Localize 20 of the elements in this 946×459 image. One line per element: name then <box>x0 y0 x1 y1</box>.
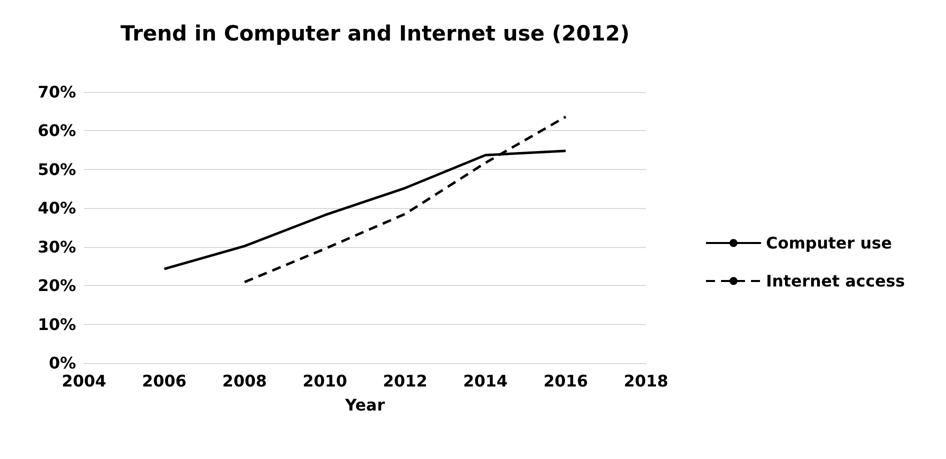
chart-title: Trend in Computer and Internet use (2012) <box>120 22 630 46</box>
x-tick-label: 2014 <box>463 372 508 390</box>
y-tick-label: 0% <box>48 354 76 372</box>
x-tick-label: 2004 <box>62 372 106 390</box>
legend-label: Internet access <box>766 272 905 290</box>
x-tick-label: 2006 <box>142 372 187 390</box>
x-tick-label: 2008 <box>222 372 267 390</box>
y-tick-label: 40% <box>38 198 76 218</box>
y-tick-label: 50% <box>38 160 76 179</box>
y-tick-label: 60% <box>38 121 76 140</box>
y-tick-label: 10% <box>38 314 76 334</box>
legend-label: Computer use <box>766 234 892 252</box>
x-tick-label: 2016 <box>543 372 588 390</box>
x-axis-title: Year <box>344 396 385 414</box>
y-tick-label: 20% <box>38 276 76 296</box>
x-tick-label: 2012 <box>382 372 428 390</box>
x-tick-label: 2010 <box>302 372 348 390</box>
y-tick-label: 30% <box>38 237 76 256</box>
x-tick-label: 2018 <box>624 372 668 390</box>
y-tick-label: 70% <box>38 82 76 102</box>
